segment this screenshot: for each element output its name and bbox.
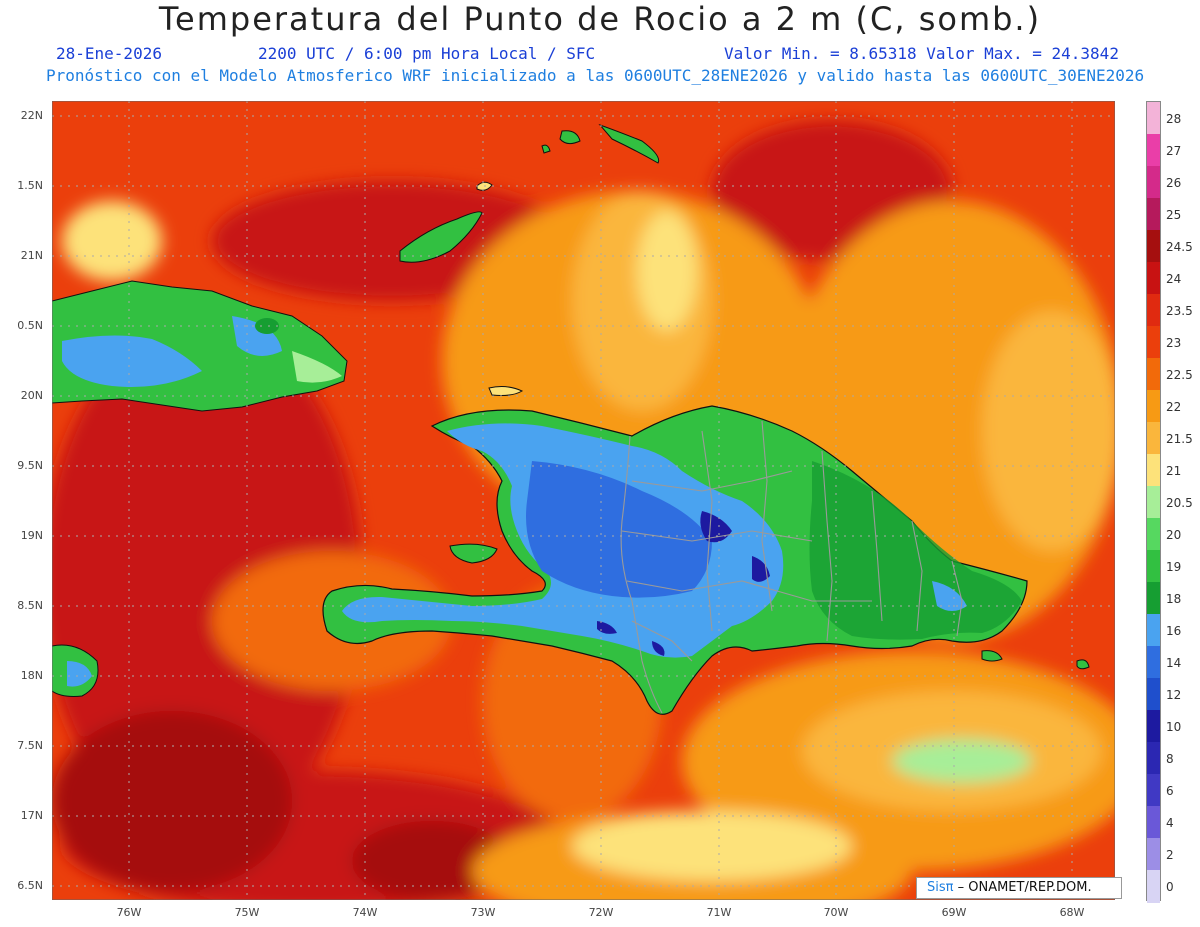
colorbar-level-label: 4	[1166, 815, 1174, 830]
mona-island	[1076, 659, 1090, 670]
colorbar-level-label: 6	[1166, 783, 1174, 798]
colorbar-level-label: 24.5	[1166, 239, 1193, 254]
colorbar-swatch	[1147, 774, 1160, 807]
colorbar-swatch	[1147, 742, 1160, 775]
lat-lon-grid	[52, 101, 1115, 900]
colorbar-level-label: 23	[1166, 335, 1182, 350]
lat-label: 19N	[20, 529, 43, 542]
lat-label: 20N	[20, 389, 43, 402]
lat-label: 17N	[20, 809, 43, 822]
lon-label: 75W	[234, 906, 260, 919]
lat-label: 6.5N	[17, 879, 43, 892]
colorbar-level-label: 12	[1166, 687, 1182, 702]
colorbar-swatch	[1147, 454, 1160, 487]
colorbar-level-label: 23.5	[1166, 303, 1193, 318]
colorbar-level-label: 19	[1166, 559, 1182, 574]
bahamas-islands	[399, 211, 483, 263]
colorbar-swatch	[1147, 102, 1160, 135]
colorbar-swatch	[1147, 134, 1160, 167]
colorbar-swatch	[1147, 486, 1160, 519]
lon-label: 73W	[470, 906, 496, 919]
forecast-date: 28-Ene-2026	[56, 44, 162, 63]
colorbar-swatch	[1147, 166, 1160, 199]
lon-label: 76W	[116, 906, 142, 919]
colorbar-swatch	[1147, 422, 1160, 455]
colorbar-swatch	[1147, 262, 1160, 295]
lat-label: 22N	[20, 109, 43, 122]
colorbar-level-label: 14	[1166, 655, 1182, 670]
colorbar-level-label: 28	[1166, 111, 1182, 126]
min-max-values: Valor Min. = 8.65318 Valor Max. = 24.384…	[724, 44, 1119, 63]
colorbar-swatch	[1147, 806, 1160, 839]
lon-label: 69W	[941, 906, 967, 919]
colorbar-swatch	[1147, 326, 1160, 359]
isla-saona	[981, 650, 1003, 662]
colorbar-level-label: 22.5	[1166, 367, 1193, 382]
lat-label: 0.5N	[17, 319, 43, 332]
colorbar-swatch	[1147, 550, 1160, 583]
colorbar-swatch	[1147, 230, 1160, 263]
colorbar-swatch	[1147, 390, 1160, 423]
colorbar-swatch	[1147, 294, 1160, 327]
colorbar-swatch	[1147, 710, 1160, 743]
lat-label: 9.5N	[17, 459, 43, 472]
model-info-line: Pronóstico con el Modelo Atmosferico WRF…	[46, 66, 1145, 85]
forecast-time: 2200 UTC / 6:00 pm Hora Local / SFC	[258, 44, 596, 63]
lat-label: 18N	[20, 669, 43, 682]
warm-field-shading	[52, 121, 1115, 900]
colorbar-swatch	[1147, 198, 1160, 231]
colorbar-level-label: 2	[1166, 847, 1174, 862]
colorbar-level-label: 26	[1166, 175, 1182, 190]
colorbar-swatch	[1147, 518, 1160, 551]
map-title: Temperatura del Punto de Rocio a 2 m (C,…	[158, 0, 1042, 38]
colorbar-swatch	[1147, 838, 1160, 871]
colorbar-level-label: 25	[1166, 207, 1182, 222]
colorbar-level-label: 8	[1166, 751, 1174, 766]
la-gonave-island	[449, 543, 498, 564]
lon-label: 70W	[823, 906, 849, 919]
colorbar-level-label: 20	[1166, 527, 1182, 542]
credit-box: Sisπ – ONAMET/REP.DOM.	[916, 877, 1122, 899]
colorbar-level-label: 16	[1166, 623, 1182, 638]
colorbar-level-label: 0	[1166, 879, 1174, 894]
lat-label: 8.5N	[17, 599, 43, 612]
colorbar-level-label: 20.5	[1166, 495, 1193, 510]
lon-label: 68W	[1059, 906, 1085, 919]
colorbar-swatch	[1147, 646, 1160, 679]
lon-label: 72W	[588, 906, 614, 919]
lon-label: 74W	[352, 906, 378, 919]
colorbar-swatch	[1147, 358, 1160, 391]
colorbar-level-label: 18	[1166, 591, 1182, 606]
credit-brand: Sisπ	[927, 880, 954, 895]
dewpoint-map	[52, 101, 1115, 900]
colorbar-swatch	[1147, 614, 1160, 647]
colorbar-swatch	[1147, 870, 1160, 903]
colorbar-level-label: 27	[1166, 143, 1182, 158]
colorbar	[1146, 101, 1161, 903]
lat-label: 21N	[20, 249, 43, 262]
lon-label: 71W	[706, 906, 732, 919]
lat-label: 1.5N	[17, 179, 43, 192]
credit-text: – ONAMET/REP.DOM.	[957, 880, 1092, 895]
colorbar-level-label: 21	[1166, 463, 1182, 478]
colorbar-level-label: 22	[1166, 399, 1182, 414]
colorbar-swatch	[1147, 678, 1160, 711]
colorbar-level-label: 21.5	[1166, 431, 1193, 446]
lat-label: 7.5N	[17, 739, 43, 752]
colorbar-level-label: 24	[1166, 271, 1182, 286]
colorbar-level-label: 10	[1166, 719, 1182, 734]
colorbar-swatch	[1147, 582, 1160, 615]
